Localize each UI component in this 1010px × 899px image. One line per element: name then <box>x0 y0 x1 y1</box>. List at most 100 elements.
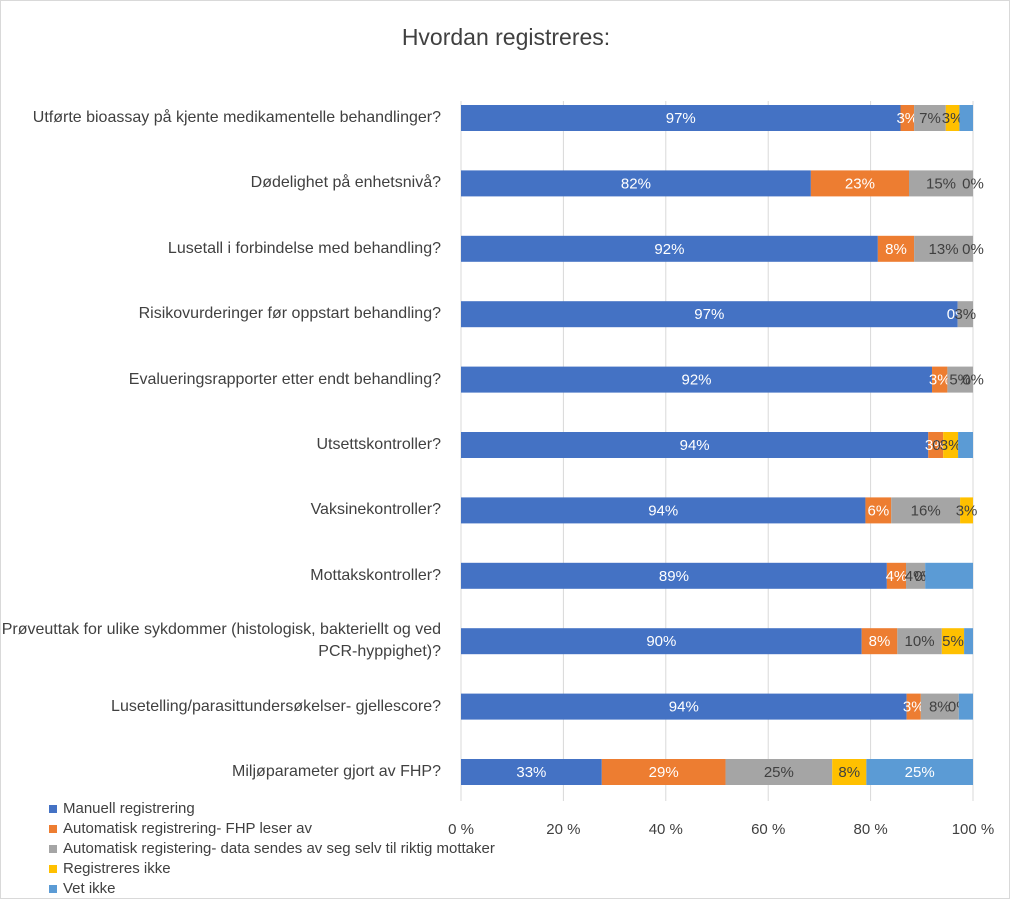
legend-swatch <box>49 885 57 893</box>
category-label: Utsettskontroller? <box>316 436 442 453</box>
bar-segment <box>891 497 961 524</box>
value-label: 3% <box>942 110 964 127</box>
value-label: 5% <box>949 372 971 389</box>
category-label: Mottakskontroller? <box>310 566 441 584</box>
bar-segment <box>877 235 915 262</box>
bar-segment <box>941 628 965 655</box>
bar-segment <box>920 693 959 720</box>
value-label: 8% <box>885 241 907 258</box>
x-tick-label: 0 % <box>448 821 474 838</box>
value-label: 33% <box>516 764 546 781</box>
value-label: 4% <box>886 568 908 585</box>
value-label: 3% <box>925 437 947 454</box>
bar-segment <box>725 759 833 785</box>
value-label: 0% <box>962 372 984 389</box>
x-tick-label: 100 % <box>952 821 995 838</box>
legend-swatch <box>49 805 57 813</box>
bar-segment <box>959 105 973 131</box>
bar-segment <box>906 562 926 589</box>
category-label: Miljøparameter gjort av FHP? <box>232 763 441 780</box>
bar-segment <box>461 301 958 328</box>
bar-segment <box>832 759 867 785</box>
bar-segment <box>865 497 892 524</box>
bar-segment <box>960 497 973 524</box>
value-label: 92% <box>682 372 712 389</box>
bar-segment <box>925 562 973 589</box>
bar-segment <box>461 759 602 785</box>
bar-segment <box>861 628 898 655</box>
bar-segment <box>461 105 901 131</box>
value-label: 97% <box>666 110 696 127</box>
bar-segment <box>906 693 921 720</box>
value-label: 25% <box>905 764 935 781</box>
value-label: 0% <box>962 175 984 192</box>
bar-segment <box>914 105 946 131</box>
bar-segment <box>461 628 862 655</box>
legend-swatch <box>49 865 57 873</box>
category-label: Utførte bioassay på kjente medikamentell… <box>32 109 441 126</box>
value-label: 3% <box>954 306 976 323</box>
value-label: 3% <box>940 437 962 454</box>
value-label: 92% <box>654 241 684 258</box>
bar-segment <box>461 432 929 458</box>
bar-segment <box>958 432 973 458</box>
legend-swatch <box>49 845 57 853</box>
legend-swatch <box>49 825 57 833</box>
value-label: 15% <box>926 175 956 192</box>
value-label: 3% <box>903 699 925 716</box>
bar-segment <box>461 562 887 589</box>
value-label: 94% <box>648 502 678 519</box>
bar-segment <box>964 628 973 655</box>
legend-label: Registreres ikke <box>63 860 171 877</box>
value-label: 10% <box>905 633 935 650</box>
legend-label: Manuell registrering <box>63 800 195 817</box>
bar-segment <box>601 759 726 785</box>
value-label: 29% <box>649 764 679 781</box>
bar-segment <box>957 301 973 328</box>
value-label: 25% <box>764 764 794 781</box>
bar-segment <box>461 170 811 197</box>
value-label: 8% <box>929 699 951 716</box>
value-label: 13% <box>929 241 959 258</box>
bar-segment <box>461 235 878 262</box>
value-label: 94% <box>680 437 710 454</box>
bar-segment <box>958 693 973 720</box>
bar-segment <box>897 628 942 655</box>
bar-segment <box>943 432 959 458</box>
category-label: Risikovurderinger før oppstart behandlin… <box>138 305 441 323</box>
x-tick-label: 60 % <box>751 821 785 838</box>
legend-label: Automatisk registrering- FHP leser av <box>63 820 312 837</box>
bar-segment <box>461 497 866 524</box>
bar-segment <box>461 693 907 720</box>
bar-segment <box>945 105 960 131</box>
bar-segment <box>928 432 944 458</box>
legend-label: Automatisk registering- data sendes av s… <box>63 840 495 857</box>
value-label: 16% <box>911 502 941 519</box>
x-tick-label: 40 % <box>649 821 683 838</box>
value-label: 4% <box>905 568 927 585</box>
value-label: 5% <box>942 633 964 650</box>
bar-segment <box>914 235 973 262</box>
bar-segment <box>932 366 948 393</box>
value-label: 23% <box>845 175 875 192</box>
bar-segment <box>947 366 973 393</box>
value-label: 89% <box>659 568 689 585</box>
bar-segment <box>900 105 915 131</box>
bar-segment <box>810 170 909 197</box>
value-label: 97% <box>694 306 724 323</box>
category-label: Dødelighet på enhetsnivå? <box>250 174 441 192</box>
category-label: Prøveuttak for ulike sykdommer (histolog… <box>1 621 441 661</box>
value-label: 90% <box>646 633 676 650</box>
category-label: Lusetelling/parasittundersøkelser- gjell… <box>111 697 441 715</box>
category-label: Lusetall i forbindelse med behandling? <box>167 239 441 257</box>
x-tick-label: 80 % <box>853 821 887 838</box>
value-label: 0% <box>962 241 984 258</box>
category-label: Vaksinekontroller? <box>310 501 441 519</box>
value-label: 6% <box>868 502 890 519</box>
value-label: 94% <box>669 699 699 716</box>
value-label: 3% <box>896 110 918 127</box>
value-label: 3% <box>929 372 951 389</box>
category-label: Evalueringsrapporter etter endt behandli… <box>128 370 441 388</box>
